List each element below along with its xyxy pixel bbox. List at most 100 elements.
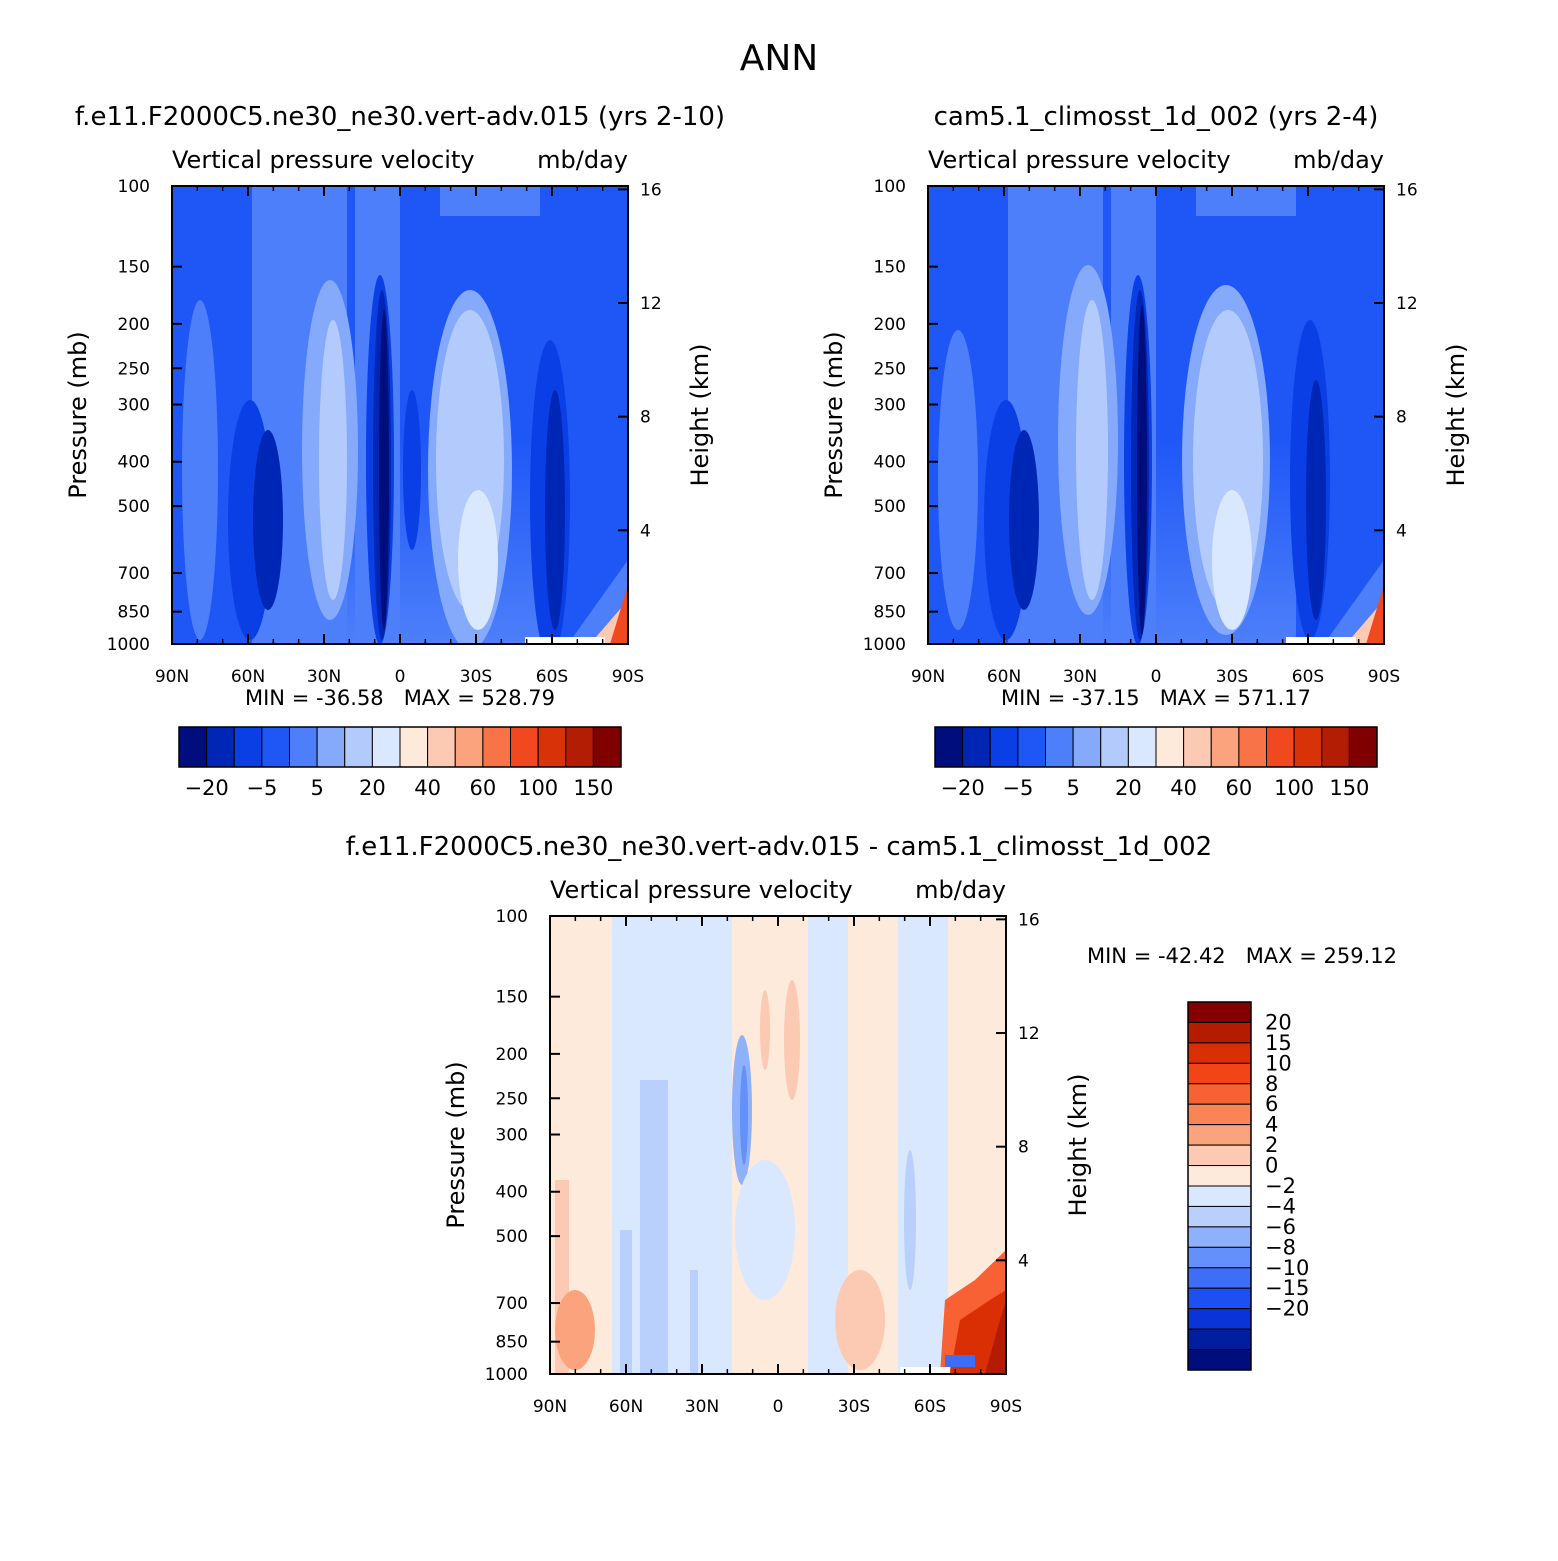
colorbar-swatch bbox=[1210, 726, 1240, 768]
x-tick-label: 90N bbox=[911, 667, 945, 687]
colorbar-swatch bbox=[399, 726, 429, 768]
x-tick-label: 60S bbox=[914, 1397, 946, 1417]
panel-title: f.e11.F2000C5.ne30_ne30.vert-adv.015 - c… bbox=[346, 832, 1212, 862]
colorbar-swatch bbox=[1187, 1226, 1252, 1248]
x-tick-label: 30N bbox=[685, 1397, 719, 1417]
y-tick-label: 250 bbox=[874, 359, 906, 379]
colorbar-swatch bbox=[1187, 1205, 1252, 1228]
y-right-tick-label: 12 bbox=[1018, 1024, 1040, 1044]
colorbar-swatch bbox=[1183, 726, 1212, 768]
figure-title: ANN bbox=[740, 38, 819, 79]
colorbar-label: 40 bbox=[1170, 776, 1197, 800]
colorbar-label: 40 bbox=[414, 776, 441, 800]
y-right-tick-label: 4 bbox=[1396, 521, 1407, 541]
variable-label: Vertical pressure velocity bbox=[172, 146, 475, 174]
y-tick-label: 200 bbox=[874, 315, 906, 335]
y-tick-label: 850 bbox=[874, 603, 906, 623]
panel-ref: cam5.1_climosst_1d_002 (yrs 2-4) Vertica… bbox=[820, 102, 1470, 800]
y-tick-label: 500 bbox=[118, 497, 150, 517]
y-right-tick-label: 16 bbox=[1396, 180, 1418, 200]
colorbar-label: 60 bbox=[470, 776, 497, 800]
y-tick-label: 850 bbox=[118, 603, 150, 623]
colorbar-label: 0 bbox=[1265, 1154, 1278, 1178]
colorbar: −20 −5 5 20 40 60 100 150 bbox=[934, 726, 1378, 800]
y-right-tick-label: 8 bbox=[1396, 408, 1407, 428]
variable-label: Vertical pressure velocity bbox=[928, 146, 1231, 174]
y-tick-label: 150 bbox=[496, 988, 528, 1008]
x-tick-label: 30S bbox=[1216, 667, 1248, 687]
colorbar-swatch bbox=[1187, 1185, 1252, 1207]
x-tick-label: 60N bbox=[231, 667, 265, 687]
colorbar-swatch bbox=[1187, 1001, 1252, 1023]
ylabel: Pressure (mb) bbox=[64, 331, 92, 498]
x-tick-label: 0 bbox=[395, 667, 406, 687]
units-label: mb/day bbox=[537, 146, 628, 174]
colorbar-label: −4 bbox=[1265, 1194, 1296, 1218]
colorbar-swatch bbox=[1238, 726, 1267, 768]
y-right-tick-label: 12 bbox=[1396, 294, 1418, 314]
colorbar-label: 20 bbox=[1115, 776, 1142, 800]
colorbar-frame bbox=[934, 726, 1378, 768]
colorbar: −20 −5 5 20 40 60 100 150 bbox=[178, 726, 622, 800]
y-tick-label: 700 bbox=[118, 564, 150, 584]
colorbar-label: 150 bbox=[573, 776, 613, 800]
y-tick-label: 500 bbox=[874, 497, 906, 517]
axis-ticks: 90N 60N 30N 0 30S 60S 90S 100 150 200 250 300 400 500… bbox=[107, 177, 662, 687]
contour-field bbox=[172, 186, 628, 644]
colorbar-swatch bbox=[1100, 726, 1129, 768]
x-tick-label: 60N bbox=[609, 1397, 643, 1417]
x-tick-label: 60S bbox=[536, 667, 568, 687]
colorbar-frame bbox=[178, 726, 622, 768]
x-tick-label: 90N bbox=[155, 667, 189, 687]
colorbar-swatch bbox=[565, 726, 594, 768]
y-tick-label: 200 bbox=[118, 315, 150, 335]
colorbar-swatch bbox=[206, 726, 235, 768]
colorbar-swatch bbox=[344, 726, 373, 768]
ylabel: Pressure (mb) bbox=[442, 1061, 470, 1228]
y-tick-label: 500 bbox=[496, 1227, 528, 1247]
panel-diff: f.e11.F2000C5.ne30_ne30.vert-adv.015 - c… bbox=[346, 832, 1397, 1417]
axis-ticks: 90N 60N 30N 0 30S 60S 90S 100 150 200 250 300 400 500… bbox=[863, 177, 1418, 687]
colorbar-label: 150 bbox=[1329, 776, 1369, 800]
y-right-tick-label: 16 bbox=[640, 180, 662, 200]
colorbar-label: −15 bbox=[1265, 1276, 1309, 1300]
variable-label: Vertical pressure velocity bbox=[550, 876, 853, 904]
panel-title: f.e11.F2000C5.ne30_ne30.vert-adv.015 (yr… bbox=[75, 102, 725, 132]
colorbar-swatch bbox=[1187, 1328, 1252, 1351]
colorbar-swatch bbox=[1266, 726, 1295, 768]
colorbar-label: 6 bbox=[1265, 1092, 1278, 1116]
ylabel: Pressure (mb) bbox=[820, 331, 848, 498]
colorbar-label: −2 bbox=[1265, 1174, 1296, 1198]
colorbar-label: 20 bbox=[1265, 1010, 1292, 1034]
y-tick-label: 700 bbox=[496, 1294, 528, 1314]
colorbar-swatch bbox=[1187, 1267, 1252, 1289]
colorbar-label: −8 bbox=[1265, 1235, 1296, 1259]
colorbar-swatch bbox=[1187, 1308, 1252, 1330]
colorbar-swatch bbox=[1187, 1021, 1252, 1044]
colorbar-swatch bbox=[1187, 1349, 1252, 1371]
ylabel-right: Height (km) bbox=[1442, 344, 1470, 487]
colorbar-swatch bbox=[1187, 1144, 1252, 1167]
x-tick-label: 30N bbox=[307, 667, 341, 687]
colorbar-swatch bbox=[510, 726, 539, 768]
colorbar-swatch bbox=[1017, 726, 1046, 768]
colorbar-label: 5 bbox=[310, 776, 323, 800]
colorbar-swatch bbox=[1187, 1103, 1252, 1126]
y-tick-label: 700 bbox=[874, 564, 906, 584]
colorbar-swatch bbox=[1187, 1062, 1252, 1085]
colorbar-swatch bbox=[934, 726, 964, 768]
x-tick-label: 30S bbox=[460, 667, 492, 687]
colorbar-swatch bbox=[1072, 726, 1102, 768]
y-tick-label: 100 bbox=[118, 177, 150, 197]
y-tick-label: 300 bbox=[874, 396, 906, 416]
colorbar-label: 100 bbox=[518, 776, 558, 800]
y-right-tick-label: 8 bbox=[1018, 1138, 1029, 1158]
y-tick-label: 1000 bbox=[107, 635, 150, 655]
colorbar-swatch bbox=[316, 726, 346, 768]
colorbar-label: −5 bbox=[246, 776, 277, 800]
x-tick-label: 0 bbox=[773, 1397, 784, 1417]
y-tick-label: 150 bbox=[874, 258, 906, 278]
colorbar-swatch bbox=[1187, 1165, 1252, 1187]
